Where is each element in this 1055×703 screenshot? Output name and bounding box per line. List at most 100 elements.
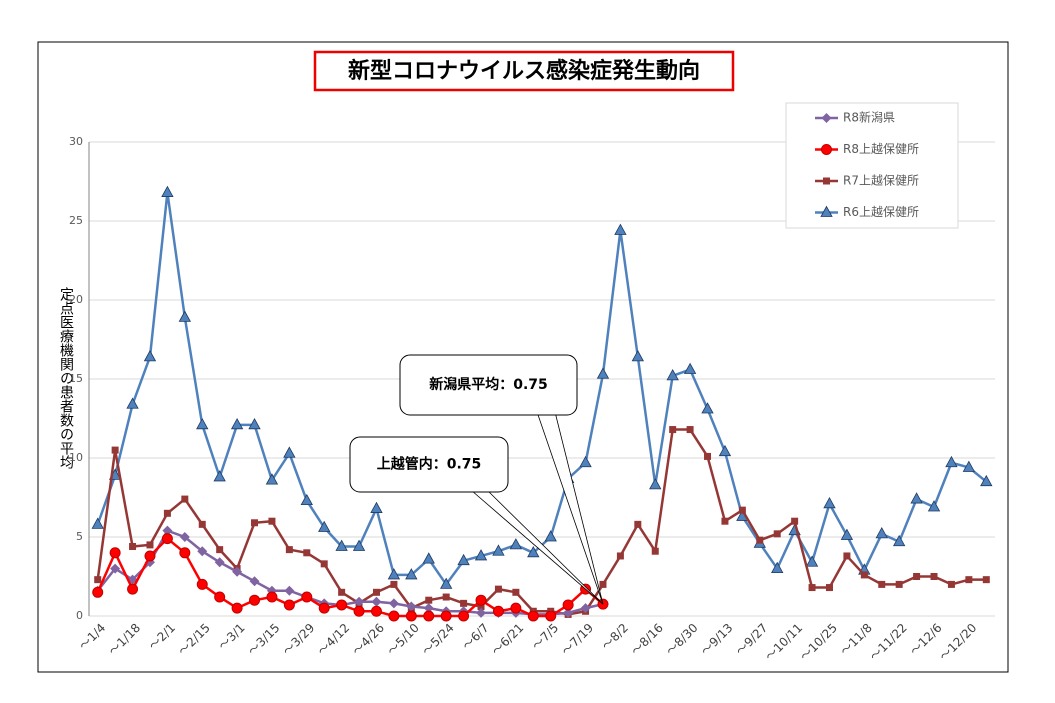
point	[110, 563, 121, 574]
point	[704, 452, 712, 460]
point	[878, 580, 886, 588]
point	[353, 605, 365, 617]
point	[129, 542, 137, 550]
point	[562, 599, 574, 611]
point	[318, 602, 330, 614]
point	[335, 539, 348, 551]
point	[161, 533, 173, 545]
legend-box	[785, 102, 959, 229]
point	[563, 607, 574, 618]
point	[823, 496, 836, 509]
point	[318, 520, 331, 532]
point	[492, 544, 505, 556]
point	[439, 577, 453, 589]
point	[285, 546, 293, 554]
point	[283, 599, 295, 611]
point	[791, 517, 799, 525]
point	[892, 534, 906, 547]
series-line	[96, 428, 987, 616]
point	[387, 568, 401, 580]
y-tick-label: 10	[69, 451, 83, 464]
point	[756, 536, 764, 544]
point	[179, 547, 191, 559]
point	[352, 539, 366, 551]
point	[214, 591, 226, 603]
point	[370, 605, 382, 617]
point	[196, 417, 209, 430]
point	[823, 177, 830, 185]
point	[390, 580, 398, 588]
point	[94, 576, 102, 584]
point	[718, 444, 732, 457]
point	[372, 588, 380, 596]
point	[843, 552, 851, 560]
point	[425, 596, 433, 604]
point	[146, 541, 154, 549]
point	[92, 586, 104, 598]
point	[509, 538, 523, 550]
point	[527, 545, 540, 558]
point	[771, 561, 784, 573]
point	[596, 367, 610, 379]
point	[196, 578, 208, 590]
point	[840, 528, 854, 540]
legend: R8新潟県 R8上越保健所 R7上越保健所 R6上越保健所	[815, 110, 919, 219]
point	[251, 519, 259, 527]
point	[701, 402, 714, 414]
legend-label: R8新潟県	[843, 110, 895, 125]
point	[580, 603, 591, 614]
y-tick-label: 15	[69, 372, 83, 385]
y-tick-label: 25	[69, 214, 83, 227]
point	[301, 591, 313, 603]
point	[265, 473, 279, 485]
point	[683, 362, 697, 374]
point	[474, 549, 488, 561]
point	[320, 560, 328, 568]
annotation: 新潟県平均：0.75	[429, 376, 548, 393]
legend-label: R6上越保健所	[843, 205, 919, 219]
point	[423, 610, 435, 622]
point	[875, 527, 888, 539]
point	[109, 547, 121, 559]
point	[249, 576, 260, 587]
point	[179, 532, 190, 542]
point	[494, 585, 502, 593]
point	[181, 495, 189, 503]
point	[860, 571, 868, 579]
point	[477, 603, 485, 611]
point	[198, 520, 206, 528]
point	[599, 580, 607, 588]
point	[947, 580, 955, 588]
point	[406, 601, 417, 612]
point	[405, 568, 418, 580]
point	[913, 573, 921, 580]
point	[821, 144, 832, 155]
point	[405, 610, 417, 622]
point	[544, 530, 557, 542]
point	[895, 580, 903, 588]
point	[527, 610, 539, 622]
point	[579, 455, 592, 468]
point	[214, 557, 225, 568]
point	[143, 350, 157, 362]
y-tick-label: 30	[69, 135, 83, 148]
point	[440, 610, 452, 622]
point	[965, 576, 973, 584]
point	[249, 594, 261, 606]
point	[370, 501, 383, 513]
point	[820, 205, 833, 217]
y-axis-label: 定点医療機関の患者数の平均	[58, 287, 74, 469]
point	[821, 113, 832, 123]
point	[284, 585, 295, 596]
point	[651, 547, 659, 555]
plot	[91, 185, 993, 622]
point	[216, 546, 224, 554]
point	[213, 470, 226, 482]
point	[457, 553, 470, 566]
point	[163, 509, 171, 517]
callouts: 新潟県平均：0.75 上越管内：0.75	[349, 354, 604, 605]
callout-box	[349, 436, 509, 493]
point	[111, 446, 119, 454]
point	[773, 530, 781, 538]
